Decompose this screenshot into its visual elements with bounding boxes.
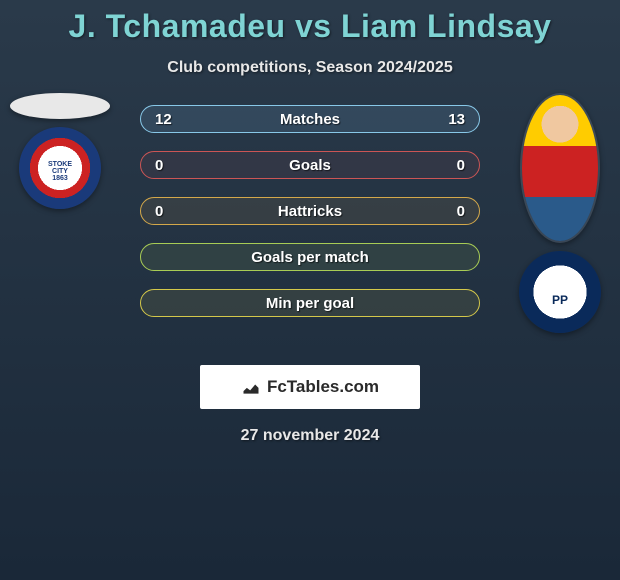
stat-value-left: 0 [155, 157, 177, 174]
stat-row: Min per goal [140, 289, 480, 317]
stat-row: 12Matches13 [140, 105, 480, 133]
player-right-column [510, 93, 610, 333]
player-right-photo [520, 93, 600, 243]
player-left-column [10, 93, 110, 209]
stat-label: Goals per match [177, 249, 443, 266]
brand-badge: FcTables.com [200, 365, 420, 409]
player-left-crest [19, 127, 101, 209]
player-right-photo-graphic [522, 95, 598, 241]
stat-value-right: 0 [443, 157, 465, 174]
stat-value-left: 12 [155, 111, 177, 128]
stat-row: 0Goals0 [140, 151, 480, 179]
chart-icon [241, 377, 261, 397]
stat-value-right: 0 [443, 203, 465, 220]
stat-value-left: 0 [155, 203, 177, 220]
stats-list: 12Matches130Goals00Hattricks0Goals per m… [140, 105, 480, 317]
stat-label: Hattricks [177, 203, 443, 220]
stat-row: Goals per match [140, 243, 480, 271]
stat-label: Goals [177, 157, 443, 174]
snapshot-date: 27 november 2024 [0, 427, 620, 445]
stat-row: 0Hattricks0 [140, 197, 480, 225]
player-left-photo [10, 93, 110, 119]
player-right-crest [519, 251, 601, 333]
comparison-subtitle: Club competitions, Season 2024/2025 [0, 59, 620, 77]
brand-text: FcTables.com [267, 377, 379, 397]
stat-label: Matches [177, 111, 443, 128]
content-area: 12Matches130Goals00Hattricks0Goals per m… [0, 105, 620, 317]
comparison-title: J. Tchamadeu vs Liam Lindsay [0, 0, 620, 45]
stat-value-right: 13 [443, 111, 465, 128]
stat-label: Min per goal [177, 295, 443, 312]
